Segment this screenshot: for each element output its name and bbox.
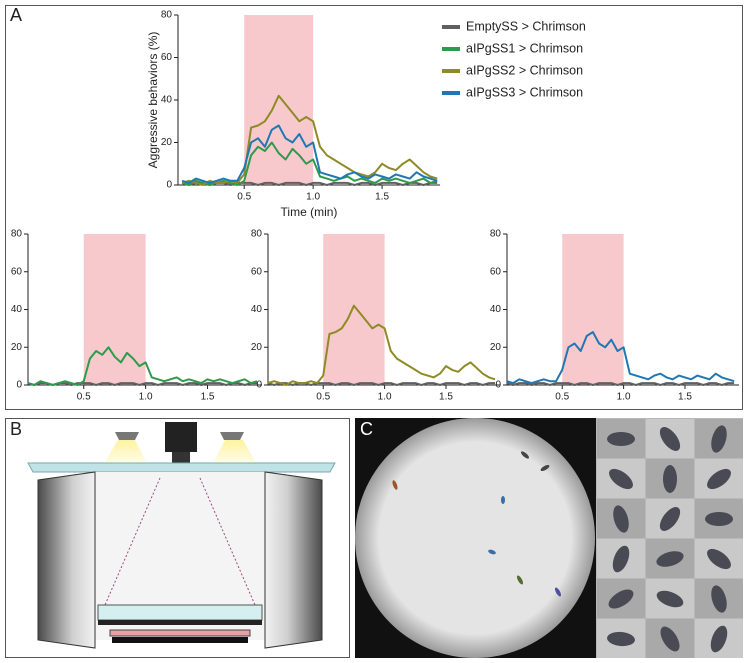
x-tick-label: 1.0 [306,192,320,203]
fly [516,575,524,585]
y-tick-label: 40 [251,304,263,315]
y-tick-label: 0 [495,380,501,391]
arena-photo: C [355,418,743,658]
series-line [267,304,496,386]
led-board [109,629,251,637]
y-axis-label: Aggressive behaviors (%) [146,32,160,169]
fly-image [656,551,684,567]
fly-image [707,548,731,570]
glass-plate [27,462,336,473]
series-line [181,94,438,186]
x-tick-label: 0.5 [237,192,251,203]
y-tick-label: 60 [11,266,23,277]
cylinder-wall [264,471,323,649]
y-tick-label: 60 [251,266,263,277]
x-tick-label: 1.0 [139,392,153,403]
led-base [112,637,248,643]
y-tick-label: 60 [490,266,502,277]
x-tick-label: 1.0 [617,392,631,403]
y-tick-label: 40 [490,304,502,315]
fly-image [608,589,634,609]
fly-tile-grid [597,419,743,658]
series-line [27,382,257,386]
stimulus-window [562,234,624,385]
y-tick-label: 0 [166,180,172,191]
y-tick-label: 20 [11,342,23,353]
fly [554,587,562,597]
legend-label: aIPgSS3 > Chrimson [466,85,583,99]
arena-dish [97,604,263,621]
x-tick-label: 1.0 [378,392,392,403]
x-axis-label: Time (min) [281,205,338,219]
x-tick-label: 0.5 [316,392,330,403]
flies [392,451,562,597]
apparatus-diagram [27,422,336,649]
y-tick-label: 80 [161,10,173,21]
lamp [115,432,139,440]
fly-image [711,585,727,613]
view-line [199,477,256,606]
legend-label: EmptySS > Chrimson [466,19,586,33]
y-tick-label: 0 [16,380,22,391]
x-tick-label: 1.5 [678,392,692,403]
series-line [27,346,258,386]
view-line [104,477,161,606]
y-tick-label: 80 [490,229,502,240]
camera [165,422,197,452]
panel-label: A [10,5,22,25]
fly-image [607,631,635,647]
fly-image [705,512,733,526]
fly-image [609,468,633,490]
fly-image [607,432,635,446]
x-tick-label: 0.5 [77,392,91,403]
series-line [506,331,735,385]
fly-image [656,590,684,608]
panel-label: B [10,419,22,439]
panel-frame [5,418,350,658]
series-line [181,141,438,186]
fly-image [710,625,728,653]
series-line [181,124,438,184]
lamp [220,432,244,440]
x-tick-label: 1.5 [439,392,453,403]
camera-lens [172,452,190,464]
fly-image [659,427,681,451]
x-tick-label: 1.5 [375,192,389,203]
fly-image [659,507,681,531]
legend-label: aIPgSS2 > Chrimson [466,63,583,77]
y-tick-label: 0 [256,380,262,391]
fly [488,549,496,555]
fly [540,464,550,472]
fly [392,480,398,490]
y-tick-label: 20 [251,342,263,353]
series-line [506,382,735,386]
x-tick-label: 1.5 [201,392,215,403]
y-tick-label: 20 [161,137,173,148]
fly-image [663,465,677,493]
panel-frame [5,5,743,410]
y-tick-label: 60 [161,52,173,63]
fly-image [711,425,727,453]
fly-image [707,468,731,490]
arena-base [98,620,262,625]
fly [520,451,530,459]
fly-image [613,505,629,533]
y-tick-label: 80 [251,229,263,240]
fly-image [660,626,680,652]
y-tick-label: 40 [161,95,173,106]
stimulus-window [323,234,385,385]
legend-label: aIPgSS1 > Chrimson [466,41,583,55]
fly [501,496,505,504]
y-tick-label: 80 [11,229,23,240]
y-tick-label: 20 [490,342,502,353]
arena [355,418,595,658]
panel-label: C [360,419,373,439]
cylinder-wall [37,471,96,649]
fly-image [612,545,630,573]
x-tick-label: 0.5 [555,392,569,403]
y-tick-label: 40 [11,304,23,315]
